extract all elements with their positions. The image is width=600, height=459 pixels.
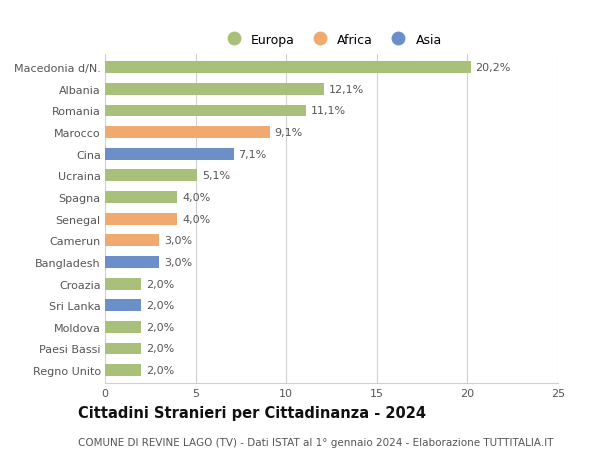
Bar [105,213,178,225]
Bar [105,321,141,333]
Text: 12,1%: 12,1% [329,84,364,95]
Bar [105,364,141,376]
Bar [105,62,471,74]
Text: Cittadini Stranieri per Cittadinanza - 2024: Cittadini Stranieri per Cittadinanza - 2… [78,405,426,420]
Text: 3,0%: 3,0% [164,257,192,267]
Text: 20,2%: 20,2% [476,63,511,73]
Text: 4,0%: 4,0% [182,193,210,202]
Text: COMUNE DI REVINE LAGO (TV) - Dati ISTAT al 1° gennaio 2024 - Elaborazione TUTTIT: COMUNE DI REVINE LAGO (TV) - Dati ISTAT … [78,437,554,448]
Text: 9,1%: 9,1% [274,128,302,138]
Text: 5,1%: 5,1% [202,171,230,181]
Bar [105,235,160,246]
Bar [105,300,141,312]
Text: 3,0%: 3,0% [164,236,192,246]
Text: 7,1%: 7,1% [238,150,266,159]
Legend: Europa, Africa, Asia: Europa, Africa, Asia [216,28,447,51]
Bar [105,343,141,355]
Text: 2,0%: 2,0% [146,279,174,289]
Text: 2,0%: 2,0% [146,365,174,375]
Bar [105,192,178,203]
Text: 11,1%: 11,1% [311,106,346,116]
Text: 2,0%: 2,0% [146,301,174,311]
Bar [105,278,141,290]
Bar [105,84,324,95]
Bar [105,148,233,160]
Bar [105,127,270,139]
Text: 2,0%: 2,0% [146,344,174,354]
Text: 2,0%: 2,0% [146,322,174,332]
Bar [105,105,306,117]
Bar [105,170,197,182]
Text: 4,0%: 4,0% [182,214,210,224]
Bar [105,257,160,269]
